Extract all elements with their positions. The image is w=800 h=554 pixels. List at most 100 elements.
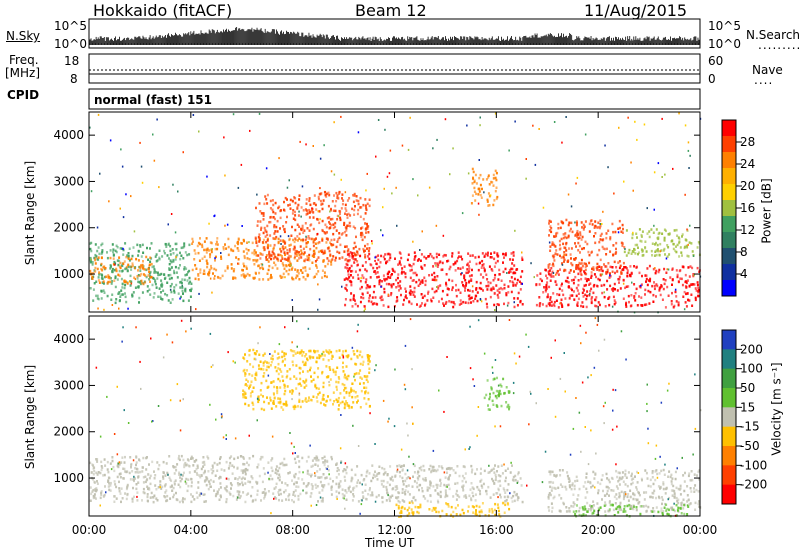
data-cell [410, 508, 413, 511]
data-cell [617, 278, 620, 281]
data-cell [183, 244, 186, 248]
data-cell [282, 272, 285, 276]
data-cell [337, 468, 340, 472]
data-cell [206, 265, 209, 269]
data-cell [134, 471, 137, 474]
data-cell [385, 261, 387, 265]
data-cell [312, 211, 315, 214]
data-cell [274, 255, 277, 259]
data-cell [626, 495, 629, 499]
data-cell [418, 474, 421, 478]
data-cell [246, 468, 249, 472]
data-cell [162, 460, 165, 464]
data-cell [576, 221, 578, 225]
data-cell [584, 293, 587, 297]
data-cell [346, 250, 349, 253]
data-cell [133, 276, 136, 279]
data-cell [242, 470, 245, 473]
data-cell [405, 477, 408, 480]
data-cell [550, 227, 553, 230]
data-cell [312, 244, 315, 248]
data-cell [474, 493, 477, 496]
data-cell [467, 262, 470, 265]
data-cell [560, 303, 563, 306]
data-cell [158, 273, 161, 276]
data-cell [149, 482, 152, 486]
data-cell [179, 286, 182, 289]
data-cell [694, 296, 697, 300]
noise-cell [632, 189, 634, 192]
data-cell [273, 487, 276, 490]
data-cell [689, 479, 692, 482]
data-cell [351, 499, 354, 502]
data-cell [119, 261, 122, 265]
data-cell [284, 489, 287, 492]
data-cell [377, 258, 380, 262]
data-cell [342, 469, 345, 473]
data-cell [653, 287, 656, 291]
noise-cell [357, 131, 360, 134]
data-cell [380, 295, 383, 298]
data-cell [668, 253, 671, 256]
data-cell [203, 255, 206, 258]
data-cell [147, 473, 149, 476]
data-cell [149, 256, 152, 259]
data-cell [312, 241, 315, 244]
data-cell [233, 465, 235, 469]
data-cell [364, 204, 367, 207]
data-cell [479, 281, 482, 285]
data-cell [262, 467, 265, 470]
data-cell [589, 509, 592, 512]
nsearch-label: N.Search [746, 28, 800, 42]
data-cell [578, 236, 581, 239]
data-cell [615, 493, 618, 496]
data-cell [480, 484, 483, 487]
data-cell [182, 497, 184, 500]
noise-cell [574, 221, 576, 224]
data-cell [94, 253, 97, 257]
data-cell [493, 257, 496, 261]
data-cell [456, 481, 459, 485]
data-cell [170, 282, 173, 286]
data-cell [629, 489, 632, 492]
data-cell [478, 510, 481, 514]
data-cell [634, 252, 637, 255]
data-cell [236, 478, 239, 481]
noise-cell [478, 213, 480, 216]
noise-cell [555, 273, 557, 276]
data-cell [654, 478, 657, 482]
data-cell [352, 194, 354, 197]
data-cell [545, 287, 548, 291]
noise-cell [461, 212, 464, 215]
data-cell [506, 502, 509, 505]
data-cell [632, 497, 635, 501]
noise-cell [442, 234, 445, 237]
data-cell [687, 499, 690, 502]
data-cell [598, 248, 601, 252]
data-cell [287, 259, 290, 263]
data-cell [553, 259, 556, 262]
data-cell [262, 214, 265, 217]
data-cell [348, 197, 351, 200]
data-cell [125, 267, 128, 270]
data-cell [493, 277, 496, 280]
data-cell [559, 268, 561, 271]
data-cell [445, 284, 448, 287]
data-cell [142, 476, 145, 479]
data-cell [493, 482, 496, 485]
data-cell [352, 255, 354, 258]
data-cell [630, 272, 633, 275]
data-cell [347, 224, 350, 227]
data-cell [412, 293, 415, 296]
data-cell [651, 254, 653, 257]
data-cell [609, 284, 612, 288]
data-cell [282, 264, 285, 267]
data-cell [185, 482, 188, 485]
data-cell [423, 478, 426, 482]
data-cell [665, 509, 668, 512]
data-cell [594, 232, 597, 235]
data-cell [243, 239, 245, 243]
data-cell [579, 269, 582, 272]
data-cell [237, 238, 240, 241]
data-cell [496, 252, 499, 255]
